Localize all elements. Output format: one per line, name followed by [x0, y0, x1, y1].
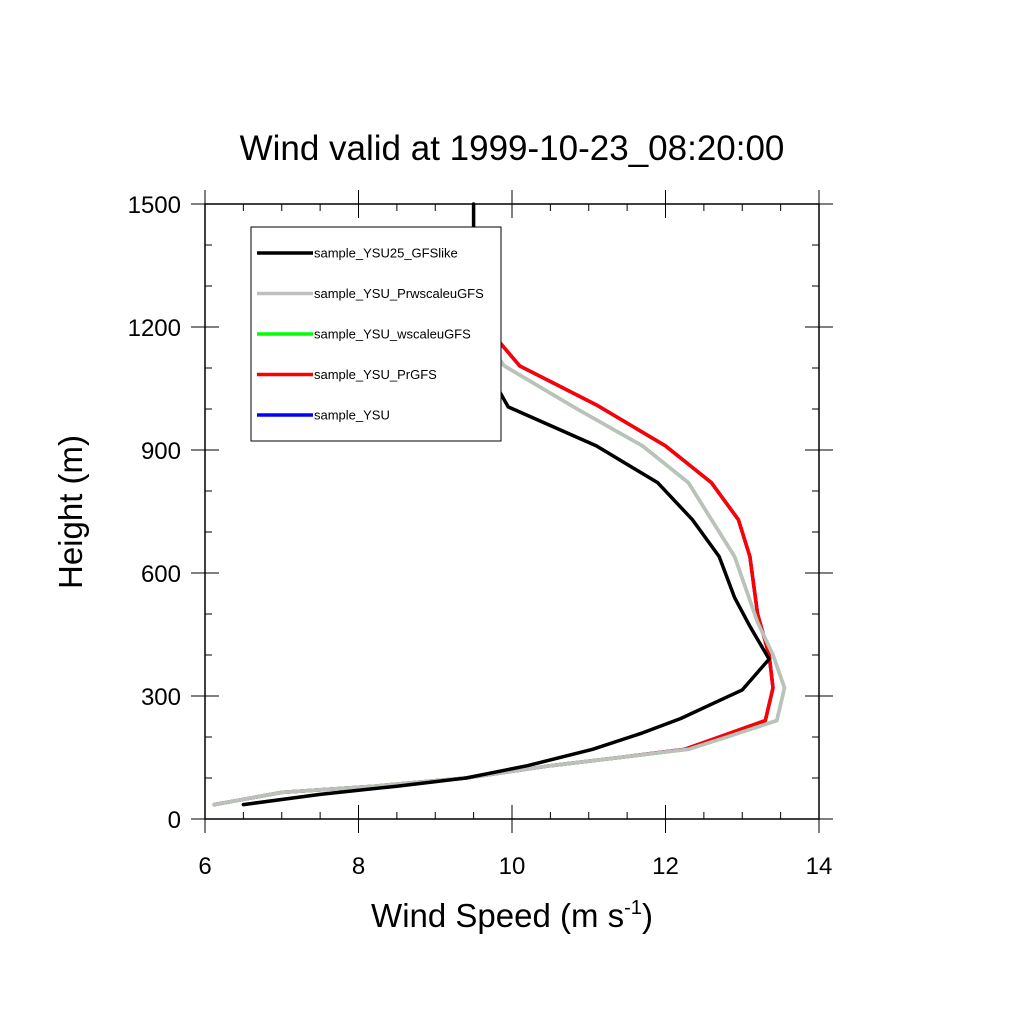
- x-axis-title-close: ): [642, 897, 653, 934]
- legend-label-sample_YSU_PrGFS: sample_YSU_PrGFS: [314, 367, 437, 382]
- legend-label-sample_YSU25_GFSlike: sample_YSU25_GFSlike: [314, 246, 458, 261]
- series-layer: [212, 202, 787, 807]
- axis-ticks: [191, 190, 833, 833]
- tick-labels: 6 8 10 12 14 0 300 600 900 1200 1500: [128, 192, 833, 880]
- x-tick-label: 6: [198, 853, 211, 880]
- legend-label-sample_YSU_PrwscaleuGFS: sample_YSU_PrwscaleuGFS: [314, 286, 484, 301]
- x-axis-title: Wind Speed (m s-1): [371, 897, 653, 934]
- chart-title: Wind valid at 1999-10-23_08:20:00: [240, 129, 785, 168]
- y-tick-label: 1500: [128, 192, 181, 219]
- y-tick-label: 900: [141, 438, 181, 465]
- y-tick-label: 0: [168, 807, 181, 834]
- y-axis-title: Height (m): [52, 435, 89, 589]
- y-tick-label: 600: [141, 561, 181, 588]
- x-tick-label: 14: [806, 853, 833, 880]
- x-tick-label: 10: [499, 853, 526, 880]
- legend-label-sample_YSU: sample_YSU: [314, 408, 390, 423]
- y-tick-label: 1200: [128, 315, 181, 342]
- x-axis-title-text: Wind Speed (m s: [371, 897, 624, 934]
- x-tick-label: 12: [652, 853, 679, 880]
- legend-label-sample_YSU_wscaleuGFS: sample_YSU_wscaleuGFS: [314, 327, 471, 342]
- x-axis-title-superscript: -1: [624, 897, 642, 919]
- legend: sample_YSU25_GFSlike sample_YSU_Prwscaleu…: [250, 226, 502, 442]
- y-tick-label: 300: [141, 684, 181, 711]
- x-tick-label: 8: [352, 853, 365, 880]
